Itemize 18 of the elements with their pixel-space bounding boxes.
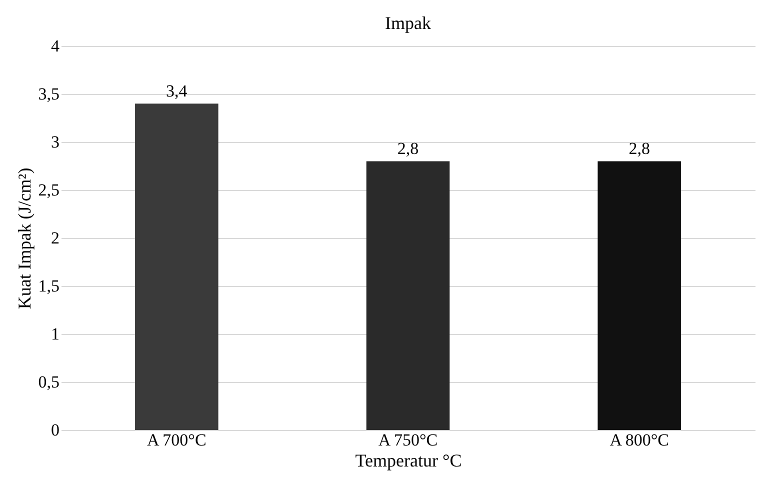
y-tick-label: 2,5: [38, 180, 60, 200]
x-axis-title: Temperatur °C: [355, 450, 462, 470]
data-label: 2,8: [397, 139, 419, 158]
data-label: 2,8: [628, 139, 650, 158]
chart-title: Impak: [385, 13, 431, 33]
x-tick-label: A 750°C: [378, 430, 438, 450]
y-tick-label: 1: [51, 324, 60, 344]
x-tick-label: A 700°C: [147, 430, 206, 450]
y-tick-label: 2: [51, 228, 60, 248]
y-tick-label: 0,5: [38, 372, 60, 392]
y-tick-label: 4: [51, 36, 60, 56]
x-tick-label: A 800°C: [610, 430, 669, 450]
y-tick-label: 1,5: [38, 276, 60, 296]
y-tick-label: 3: [51, 132, 60, 152]
y-tick-label: 0: [51, 420, 60, 440]
y-tick-label: 3,5: [38, 84, 60, 104]
y-axis-title: Kuat Impak (J/cm²): [14, 168, 34, 310]
data-label: 3,4: [166, 82, 188, 101]
